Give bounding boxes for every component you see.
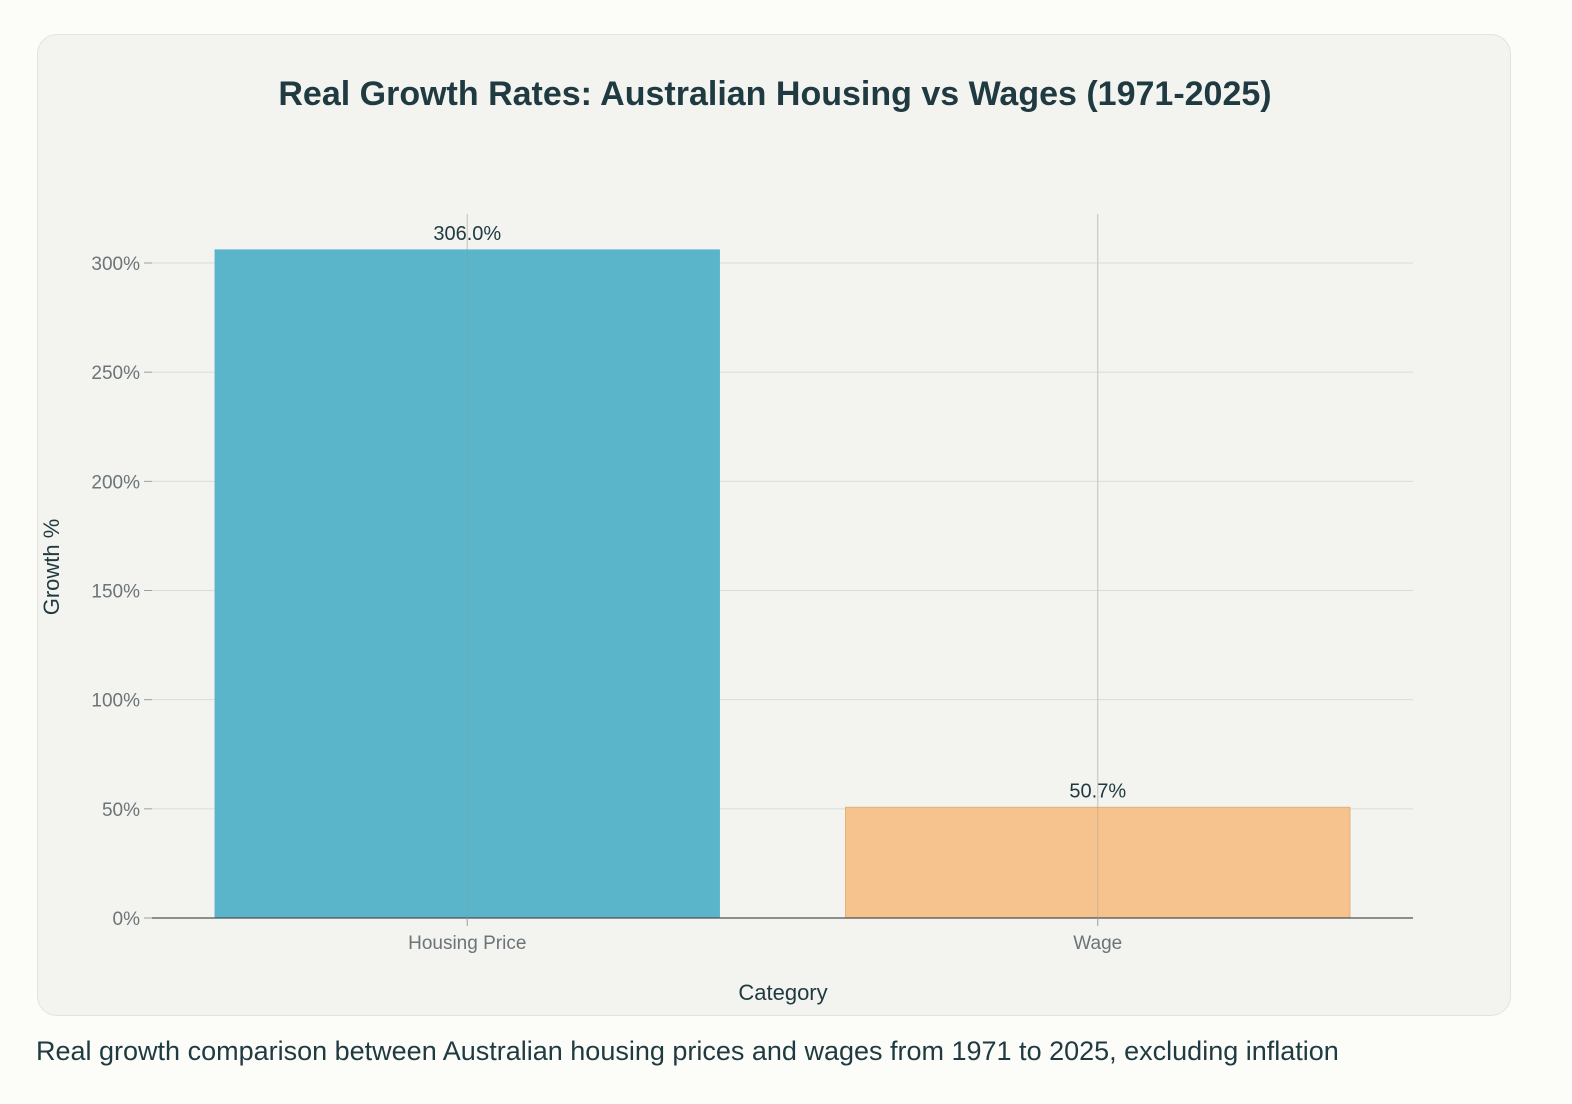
y-tick-label: 100% — [91, 691, 140, 712]
y-tick-label: 250% — [91, 363, 140, 384]
x-tick-label: Wage — [1073, 933, 1122, 954]
y-tick-label: 150% — [91, 582, 140, 603]
bar-housing-price — [214, 249, 720, 919]
data-label: 306.0% — [433, 223, 501, 245]
x-axis-title: Category — [738, 980, 827, 1005]
y-tick-label: 50% — [102, 800, 140, 821]
y-axis-title: Growth % — [39, 519, 64, 616]
bars — [214, 249, 1351, 919]
data-label: 50.7% — [1069, 780, 1126, 802]
x-axis-ticks: Housing Price Wage — [152, 917, 1413, 954]
x-tick-label: Housing Price — [408, 933, 526, 954]
bar-wage — [845, 806, 1351, 919]
y-axis-ticks: 0% 50% 100% 150% 200% 250% 300% — [91, 254, 152, 930]
figure-caption: Real growth comparison between Australia… — [36, 1036, 1339, 1066]
y-tick-label: 0% — [113, 909, 141, 930]
chart-title: Real Growth Rates: Australian Housing vs… — [278, 75, 1271, 113]
y-tick-label: 300% — [91, 254, 140, 275]
y-tick-label: 200% — [91, 472, 140, 493]
data-labels: 306.0% 50.7% — [433, 214, 1126, 918]
